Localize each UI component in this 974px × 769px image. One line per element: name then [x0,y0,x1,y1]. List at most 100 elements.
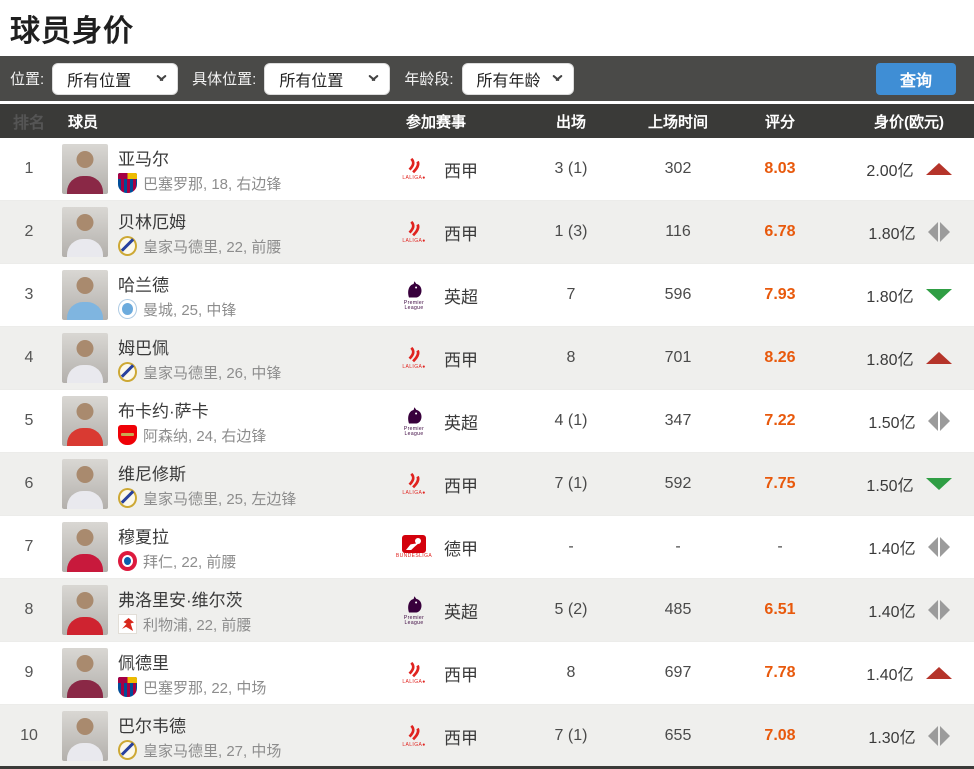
player-club-info: 利物浦, 22, 前腰 [143,616,252,634]
search-button[interactable]: 查询 [876,62,956,95]
trend-flat-icon [927,537,950,557]
player-avatar [62,522,108,572]
league-logo: LALIGA● Premier League BUNDESLIGA [394,406,434,437]
player-apps: 7 [566,286,576,303]
table-row[interactable]: 3 哈兰德 曼城, 25, 中锋 LALIGA● [0,264,974,327]
player-club-info: 拜仁, 22, 前腰 [143,553,237,571]
player-club-info: 巴塞罗那, 22, 中场 [143,679,267,697]
player-apps: 5 (2) [554,601,588,618]
detail-position-select-value: 所有位置 [279,72,344,90]
trend-icon [925,667,952,679]
player-minutes: 701 [664,349,692,366]
player-rating: 6.51 [764,601,796,618]
player-rating: 7.08 [764,727,796,744]
premier-league-logo-icon: Premier League [404,595,424,626]
chevron-down-icon [552,75,563,82]
player-rating: 7.75 [764,475,796,492]
league-label: 西甲 [444,224,478,244]
player-apps: 4 (1) [554,412,588,429]
club-badge-icon [118,677,137,697]
title-bar: 球员身价 [0,0,974,56]
club-badge-icon [118,740,137,760]
player-rank: 1 [24,160,34,177]
player-cell: 弗洛里安·维尔茨 利物浦, 22, 前腰 [58,585,370,635]
premier-league-logo-icon: Premier League [404,406,424,437]
filter-bar: 位置: 所有位置 具体位置: 所有位置 年龄段: 所有年龄 查询 [0,56,974,104]
player-avatar [62,270,108,320]
player-cell: 姆巴佩 皇家马德里, 26, 中锋 [58,333,370,383]
trend-down-icon [925,478,952,490]
league-logo: LALIGA● Premier League BUNDESLIGA [394,595,434,626]
club-badge-icon [118,614,137,634]
detail-position-filter-label: 具体位置: [192,71,257,88]
player-club-info: 皇家马德里, 25, 左边锋 [143,490,297,508]
table-row[interactable]: 8 弗洛里安·维尔茨 利物浦, 22, 前腰 LALIGA● [0,579,974,642]
table-row[interactable]: 10 巴尔韦德 皇家马德里, 27, 中场 LALIGA● [0,705,974,768]
laliga-logo-icon: LALIGA● [402,724,425,748]
table-row[interactable]: 6 维尼修斯 皇家马德里, 25, 左边锋 LALIGA● [0,453,974,516]
player-value: 1.40亿 [868,604,916,621]
laliga-logo-icon: LALIGA● [402,661,425,685]
column-header-rating: 评分 [764,113,795,131]
player-rating: 7.78 [764,664,796,681]
age-select[interactable]: 所有年龄 [461,62,574,95]
player-avatar [62,648,108,698]
player-value: 1.80亿 [866,289,914,306]
player-rating: 6.78 [764,223,796,240]
trend-flat-icon [927,222,950,242]
premier-league-logo-icon: Premier League [404,280,424,311]
player-value: 1.80亿 [868,226,916,243]
laliga-logo-icon: LALIGA● [402,472,425,496]
detail-position-select[interactable]: 所有位置 [264,62,391,95]
player-club-info: 皇家马德里, 22, 前腰 [143,238,282,256]
trend-icon [927,411,950,431]
league-logo: LALIGA● Premier League BUNDESLIGA [394,157,434,181]
league-cell: LALIGA● Premier League BUNDESLIGA [370,406,502,437]
player-value: 1.30亿 [868,730,916,747]
trend-flat-icon [927,411,950,431]
player-cell: 哈兰德 曼城, 25, 中锋 [58,270,370,320]
trend-icon [927,222,950,242]
player-rating: 8.26 [764,349,796,366]
player-avatar [62,144,108,194]
table-row[interactable]: 4 姆巴佩 皇家马德里, 26, 中锋 LALIGA● [0,327,974,390]
player-name: 贝林厄姆 [118,212,186,232]
value-cell: 1.50亿 [844,409,974,433]
table-row[interactable]: 7 穆夏拉 拜仁, 22, 前腰 LALIGA● [0,516,974,579]
table-header: 排名 球员 参加赛事 出场 上场时间 评分 身价(欧元) [0,104,974,138]
trend-icon [927,600,950,620]
bottom-edge [0,766,974,769]
table-row[interactable]: 1 亚马尔 巴塞罗那, 18, 右边锋 LALIGA● [0,138,974,201]
trend-up-icon [925,667,952,679]
player-minutes: 347 [664,412,692,429]
player-name: 巴尔韦德 [118,716,186,736]
position-select-value: 所有位置 [67,72,132,90]
player-club-info: 巴塞罗那, 18, 右边锋 [143,175,282,193]
table-row[interactable]: 9 佩德里 巴塞罗那, 22, 中场 LALIGA● [0,642,974,705]
league-logo: LALIGA● Premier League BUNDESLIGA [394,661,434,685]
player-rating: 7.22 [764,412,796,429]
player-name: 布卡约·萨卡 [118,401,209,421]
league-cell: LALIGA● Premier League BUNDESLIGA [370,346,502,371]
player-rank: 2 [24,223,34,240]
player-rank: 7 [24,538,34,555]
player-rank: 9 [24,664,34,681]
player-name: 姆巴佩 [118,338,169,358]
laliga-logo-icon: LALIGA● [402,157,425,181]
player-minutes: 485 [664,601,692,618]
filter-group-age: 年龄段: 所有年龄 [404,62,574,95]
league-logo: LALIGA● Premier League BUNDESLIGA [394,472,434,496]
table-row[interactable]: 2 贝林厄姆 皇家马德里, 22, 前腰 LALIGA● [0,201,974,264]
chevron-down-icon [156,75,167,82]
club-badge-icon [118,425,137,445]
position-select[interactable]: 所有位置 [52,62,179,95]
column-header-rank: 排名 [12,115,45,132]
league-cell: LALIGA● Premier League BUNDESLIGA [370,472,502,497]
table-row[interactable]: 5 布卡约·萨卡 阿森纳, 24, 右边锋 LALIGA● [0,390,974,453]
trend-icon [925,352,952,364]
player-avatar [62,711,108,761]
trend-icon [925,163,952,175]
player-club-info: 皇家马德里, 26, 中锋 [143,364,282,382]
player-avatar [62,459,108,509]
player-value: 1.50亿 [866,478,914,495]
